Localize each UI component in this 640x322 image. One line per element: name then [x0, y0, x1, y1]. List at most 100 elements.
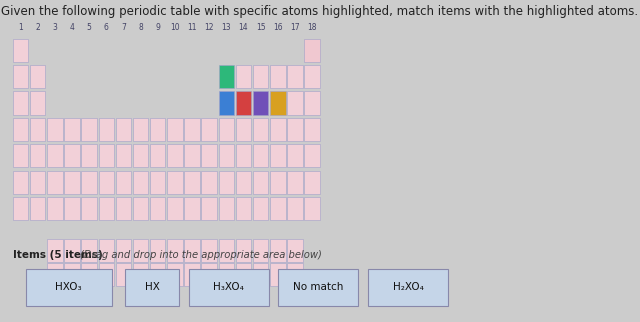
Bar: [253, 65, 268, 88]
Bar: [287, 197, 303, 220]
Bar: [167, 118, 182, 141]
Bar: [236, 239, 252, 262]
Bar: [133, 263, 148, 286]
Bar: [270, 239, 285, 262]
Bar: [47, 197, 63, 220]
Bar: [26, 269, 112, 306]
Bar: [219, 263, 234, 286]
Bar: [30, 65, 45, 88]
Bar: [150, 239, 166, 262]
Bar: [133, 118, 148, 141]
Bar: [305, 171, 320, 194]
Bar: [253, 197, 268, 220]
Bar: [253, 118, 268, 141]
Bar: [64, 239, 80, 262]
Text: No match: No match: [293, 282, 344, 292]
Text: 12: 12: [204, 23, 214, 32]
Bar: [253, 91, 268, 115]
Text: 1: 1: [18, 23, 23, 32]
Bar: [30, 171, 45, 194]
Bar: [219, 118, 234, 141]
Text: Given the following periodic table with specific atoms highlighted, match items : Given the following periodic table with …: [1, 5, 639, 18]
Bar: [81, 171, 97, 194]
Bar: [270, 65, 285, 88]
Text: HXO₃: HXO₃: [56, 282, 82, 292]
Bar: [202, 171, 217, 194]
Text: 17: 17: [290, 23, 300, 32]
Bar: [236, 118, 252, 141]
Bar: [64, 263, 80, 286]
Bar: [13, 197, 28, 220]
Bar: [30, 91, 45, 115]
Bar: [202, 118, 217, 141]
Bar: [167, 239, 182, 262]
Bar: [184, 263, 200, 286]
Bar: [184, 118, 200, 141]
Bar: [287, 263, 303, 286]
Text: 5: 5: [86, 23, 92, 32]
Bar: [47, 239, 63, 262]
Bar: [305, 197, 320, 220]
Text: 6: 6: [104, 23, 109, 32]
Bar: [116, 144, 131, 167]
Bar: [13, 65, 28, 88]
Bar: [99, 144, 114, 167]
Bar: [125, 269, 179, 306]
Bar: [287, 118, 303, 141]
Bar: [167, 197, 182, 220]
Bar: [13, 118, 28, 141]
Text: (Drag and drop into the appropriate area below): (Drag and drop into the appropriate area…: [80, 250, 322, 260]
Bar: [13, 91, 28, 115]
Bar: [253, 144, 268, 167]
Bar: [81, 239, 97, 262]
Bar: [81, 263, 97, 286]
Bar: [202, 197, 217, 220]
Bar: [305, 118, 320, 141]
Bar: [287, 144, 303, 167]
Bar: [305, 144, 320, 167]
Bar: [64, 171, 80, 194]
Bar: [64, 118, 80, 141]
Bar: [30, 144, 45, 167]
Bar: [150, 144, 166, 167]
Bar: [270, 263, 285, 286]
Bar: [219, 197, 234, 220]
Text: 4: 4: [70, 23, 74, 32]
Bar: [150, 263, 166, 286]
Text: 14: 14: [239, 23, 248, 32]
Bar: [236, 197, 252, 220]
Text: 10: 10: [170, 23, 180, 32]
Bar: [47, 144, 63, 167]
Bar: [184, 171, 200, 194]
Text: 13: 13: [221, 23, 231, 32]
Bar: [133, 144, 148, 167]
Bar: [287, 239, 303, 262]
Bar: [99, 197, 114, 220]
Bar: [150, 197, 166, 220]
Bar: [236, 144, 252, 167]
Bar: [202, 144, 217, 167]
Bar: [184, 197, 200, 220]
Bar: [30, 118, 45, 141]
Bar: [253, 171, 268, 194]
Bar: [270, 91, 285, 115]
Bar: [253, 263, 268, 286]
Text: 9: 9: [156, 23, 160, 32]
Bar: [270, 118, 285, 141]
Bar: [184, 239, 200, 262]
Text: 7: 7: [121, 23, 126, 32]
Bar: [270, 144, 285, 167]
Bar: [189, 269, 269, 306]
Bar: [287, 65, 303, 88]
Bar: [167, 144, 182, 167]
Bar: [81, 144, 97, 167]
Bar: [47, 263, 63, 286]
Bar: [116, 118, 131, 141]
Bar: [219, 144, 234, 167]
Bar: [236, 91, 252, 115]
Bar: [219, 65, 234, 88]
Bar: [133, 239, 148, 262]
Text: 18: 18: [307, 23, 317, 32]
Bar: [81, 197, 97, 220]
Bar: [236, 263, 252, 286]
